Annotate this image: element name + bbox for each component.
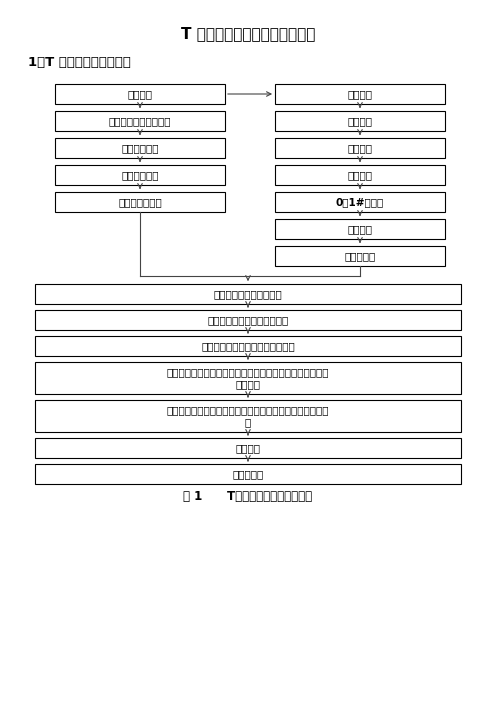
Bar	[55, 84, 225, 104]
Text: 桥台浇筑施工: 桥台浇筑施工	[121, 143, 159, 153]
Text: 拆除挂篮: 拆除挂篮	[236, 443, 260, 453]
Text: 承台浇筑: 承台浇筑	[348, 143, 372, 153]
Text: 桩基施工: 桩基施工	[348, 116, 372, 126]
Bar	[55, 192, 225, 212]
Text: 拆除边垮挂篮及一侧中跨挂篮: 拆除边垮挂篮及一侧中跨挂篮	[207, 315, 289, 325]
Bar	[35, 400, 461, 432]
Bar	[275, 138, 445, 158]
Text: 施工桥面系: 施工桥面系	[232, 469, 264, 479]
Bar	[275, 111, 445, 131]
Text: 桥台前块支架基础开挖: 桥台前块支架基础开挖	[109, 116, 171, 126]
Bar	[55, 111, 225, 131]
Text: 台前支架搭设: 台前支架搭设	[121, 170, 159, 180]
Text: 中跨两悬壁端各加合拢段重量一半的压重、安装中跨合拢段
劲性骨架: 中跨两悬壁端各加合拢段重量一半的压重、安装中跨合拢段 劲性骨架	[167, 367, 329, 389]
Bar	[35, 284, 461, 304]
Bar	[275, 219, 445, 239]
Bar	[275, 192, 445, 212]
Bar	[35, 310, 461, 330]
Text: 墩身施工: 墩身施工	[348, 170, 372, 180]
Bar	[55, 165, 225, 185]
Text: 挂篮拼装: 挂篮拼装	[348, 224, 372, 234]
Text: 桥台开挖: 桥台开挖	[127, 89, 152, 99]
Text: 安装劲性骨架、边跨合拢: 安装劲性骨架、边跨合拢	[214, 289, 282, 299]
Text: 图 1      T型刚构桥施工顺序流程图: 图 1 T型刚构桥施工顺序流程图	[184, 489, 312, 503]
Text: 1、T 型刚构桥施工流程图: 1、T 型刚构桥施工流程图	[28, 55, 131, 69]
Bar	[55, 138, 225, 158]
Text: 0～1#段浇筑: 0～1#段浇筑	[336, 197, 384, 207]
Bar	[35, 438, 461, 458]
Text: 桥墩开挖: 桥墩开挖	[348, 89, 372, 99]
Bar	[275, 84, 445, 104]
Bar	[275, 246, 445, 266]
Text: 浇筑中跨梁段砼，边浇筑边减压重，使合拢段处于平衡加载
中: 浇筑中跨梁段砼，边浇筑边减压重，使合拢段处于平衡加载 中	[167, 405, 329, 427]
Text: 台前梁段混凝土: 台前梁段混凝土	[118, 197, 162, 207]
Bar	[275, 165, 445, 185]
Text: 悬挂段施工: 悬挂段施工	[344, 251, 375, 261]
Bar	[35, 336, 461, 356]
Text: T 型刚构桥整体施工作业指导书: T 型刚构桥整体施工作业指导书	[181, 27, 315, 41]
Bar	[35, 362, 461, 394]
Text: 前移另一侧跨挂篮、准备中跨合拢: 前移另一侧跨挂篮、准备中跨合拢	[201, 341, 295, 351]
Bar	[35, 464, 461, 484]
